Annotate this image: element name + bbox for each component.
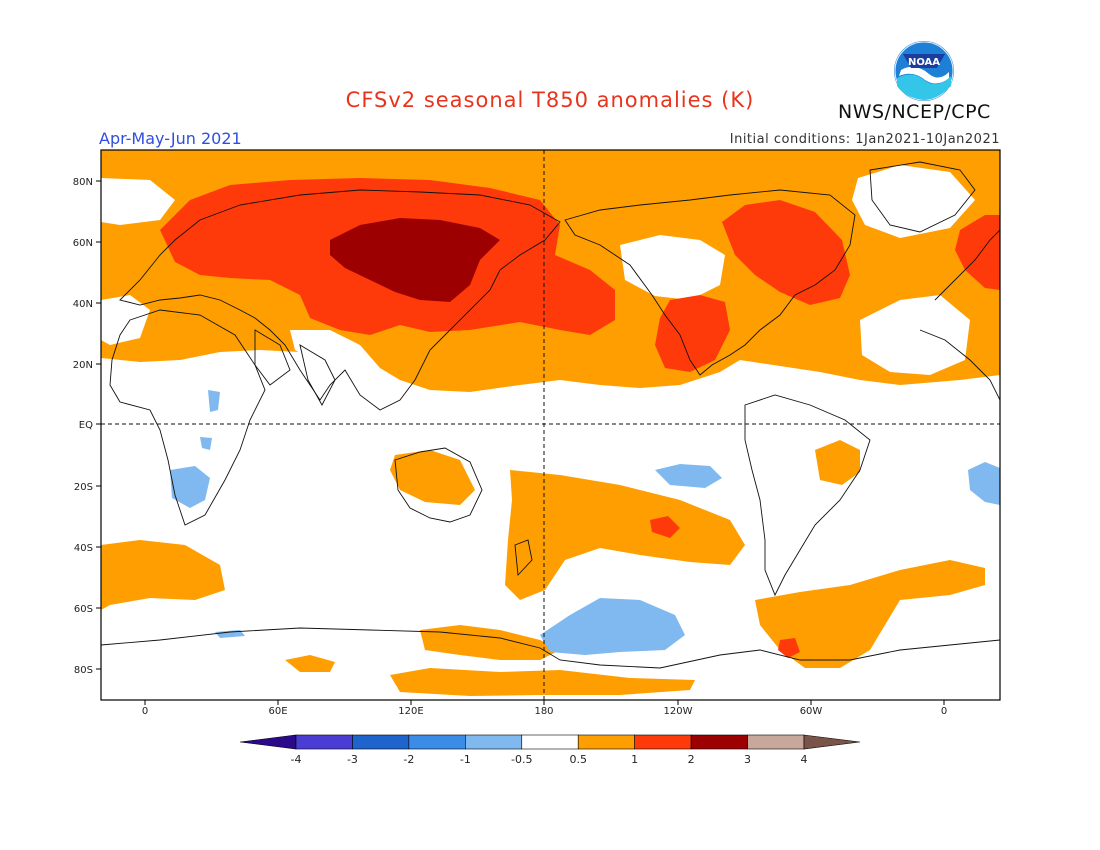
lon-axis: 0 60E 120E 180 120W 60W 0 (142, 700, 947, 717)
anomaly-region-orange-antarctic (390, 668, 695, 696)
colorbar-label: 2 (688, 753, 695, 766)
anomaly-region-blue-southpacific (540, 598, 685, 655)
colorbar-label: -3 (347, 753, 358, 766)
colorbar-swatch (352, 734, 410, 750)
lat-label: 40S (74, 543, 93, 554)
colorbar-label: 3 (744, 753, 751, 766)
lat-label: 60N (73, 238, 93, 249)
anomaly-region-blue-africa (170, 466, 210, 508)
lon-label: 120E (398, 706, 423, 717)
anomaly-region-darkred-siberia (330, 218, 500, 302)
lon-label: 0 (142, 706, 148, 717)
colorbar-swatch (408, 734, 466, 750)
anomaly-region-orange-pacific (505, 470, 745, 600)
colorbar-swatch (690, 734, 748, 750)
lat-label: 80S (74, 665, 93, 676)
colorbar-swatch (465, 734, 523, 750)
anomaly-region-orange-australia (390, 450, 475, 505)
anomaly-region-orange-southern-ocean (755, 560, 985, 668)
anomaly-region-white-eur (101, 295, 150, 345)
colorbar-swatch (634, 734, 692, 750)
anomaly-region-blue-madagascar (208, 390, 220, 412)
anomaly-region-red-europe (955, 215, 1000, 290)
lon-label: 0 (941, 706, 947, 717)
colorbar-label: 0.5 (569, 753, 587, 766)
lat-label: EQ (79, 420, 93, 431)
colorbar-label: -2 (403, 753, 414, 766)
coastlines (101, 161, 1000, 669)
anomaly-region-red-pacific (650, 516, 680, 538)
colorbar-label: 1 (631, 753, 638, 766)
anomaly-region-red-canada (722, 200, 850, 305)
anomaly-region-red-peninsula (778, 638, 800, 658)
lon-label: 60E (268, 706, 287, 717)
lat-axis: 80N 60N 40N 20N EQ 20S 40S 60S 80S (73, 177, 101, 676)
lat-label: 20S (74, 482, 93, 493)
anomaly-region-white-indian (290, 330, 380, 372)
lat-label: 40N (73, 299, 93, 310)
colorbar-label: -1 (460, 753, 471, 766)
colorbar-label: 4 (801, 753, 808, 766)
logo-text: NOAA (908, 57, 940, 68)
anomaly-region-blue-small (200, 437, 212, 450)
map-field (101, 150, 1000, 700)
colorbar-swatch (577, 734, 635, 750)
noaa-logo-icon: NOAA (894, 41, 954, 101)
lon-label: 60W (800, 706, 823, 717)
initial-conditions: Initial conditions: 1Jan2021-10Jan2021 (729, 132, 1000, 147)
colorbar-swatch (521, 734, 579, 750)
lon-label: 120W (664, 706, 693, 717)
lon-label: 180 (534, 706, 553, 717)
anomaly-region-orange-small (285, 655, 335, 672)
anomaly-region-white-atl (860, 295, 970, 375)
map-title: CFSv2 seasonal T850 anomalies (K) (345, 88, 755, 112)
colorbar-arrow-high (803, 734, 861, 750)
map-frame (100, 149, 1001, 701)
agency-label: NWS/NCEP/CPC (838, 101, 991, 123)
lat-label: 80N (73, 177, 93, 188)
colorbar-arrow-low (239, 734, 297, 750)
colorbar-label: -0.5 (511, 753, 532, 766)
anomaly-region-red-mexico (655, 295, 730, 372)
colorbar-label: -4 (291, 753, 302, 766)
anomaly-region-blue-indian (968, 462, 1000, 505)
anomaly-region-blue-pacific-sh (655, 464, 722, 488)
anomaly-region-orange-southatl (101, 540, 225, 610)
lat-label: 60S (74, 604, 93, 615)
anomaly-region-white-arctic-1 (101, 178, 175, 225)
anomaly-region-white-na (620, 235, 725, 300)
forecast-period: Apr-May-Jun 2021 (99, 129, 242, 148)
lat-label: 20N (73, 360, 93, 371)
anomaly-region-orange-brazil (815, 440, 860, 485)
colorbar-swatch (295, 734, 353, 750)
colorbar: -4 -3 -2 -1 -0.5 0.5 1 2 3 4 (239, 734, 861, 766)
colorbar-swatch (747, 734, 805, 750)
